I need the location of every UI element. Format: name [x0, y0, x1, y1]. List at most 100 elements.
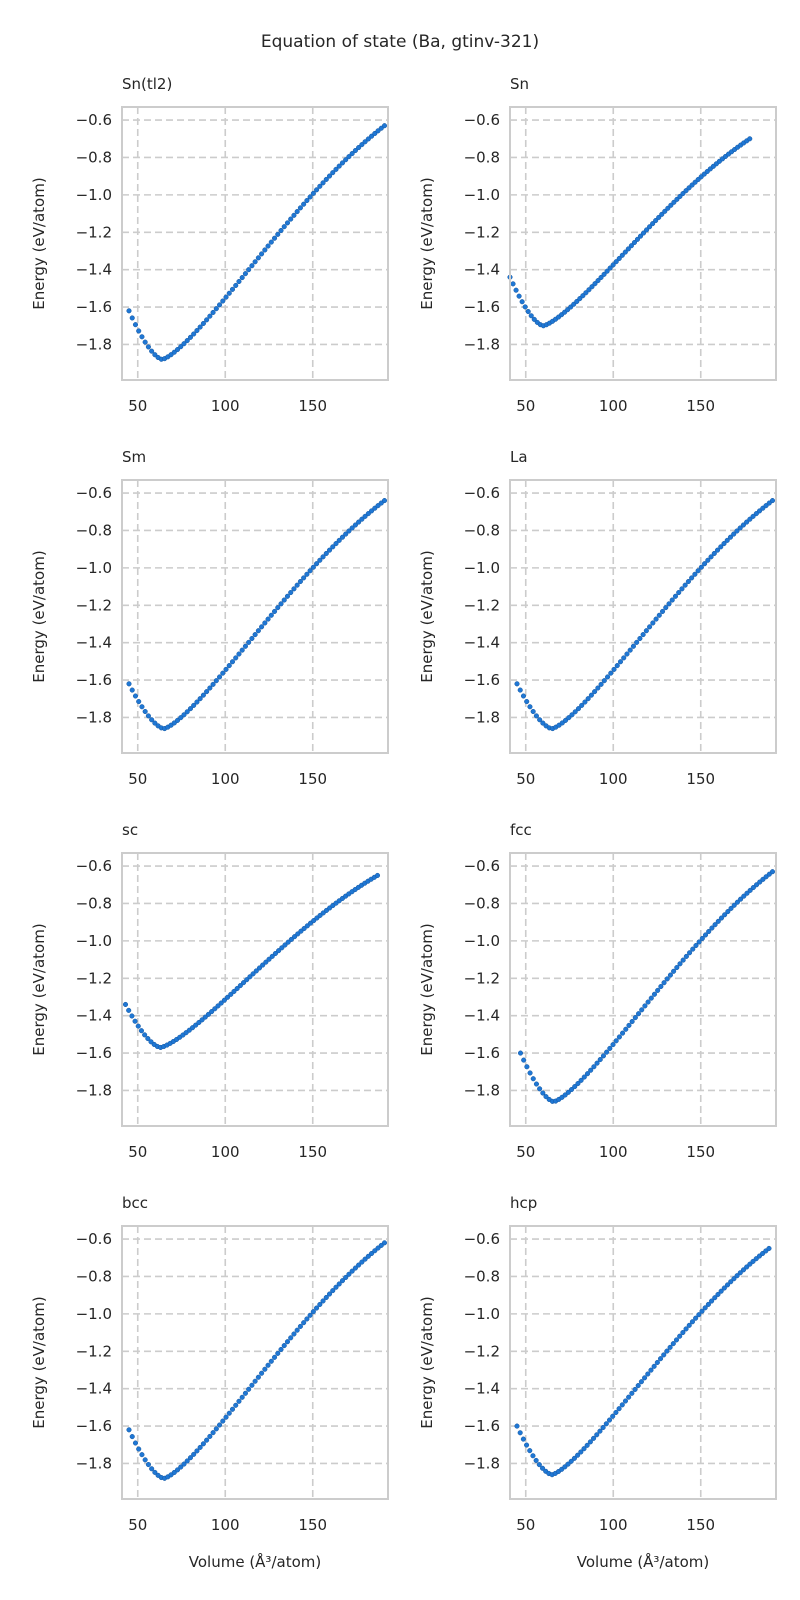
data-point: [709, 925, 715, 931]
data-point: [592, 689, 598, 695]
data-point: [142, 1032, 148, 1038]
data-point: [754, 882, 760, 888]
data-point: [680, 957, 686, 963]
data-point: [669, 597, 675, 603]
data-point: [262, 620, 268, 626]
data-point: [658, 984, 664, 990]
data-point: [223, 294, 229, 300]
y-tick-label: −0.6: [76, 857, 112, 875]
y-tick-label: −0.6: [464, 111, 500, 129]
panel-title: fcc: [510, 821, 532, 839]
data-point: [343, 531, 349, 537]
data-point: [519, 299, 525, 305]
data-point: [714, 547, 721, 553]
data-point: [330, 544, 336, 550]
data-point: [634, 236, 641, 242]
data-point: [589, 284, 595, 290]
data-point: [323, 1294, 329, 1301]
panel-title: Sn: [510, 75, 529, 93]
data-point: [285, 939, 291, 945]
data-point: [644, 227, 650, 233]
axes-frame: [121, 1225, 389, 1500]
data-point: [205, 1011, 211, 1017]
data-point: [265, 1362, 271, 1368]
data-point: [647, 224, 653, 230]
data-point: [533, 713, 539, 719]
data-point: [362, 139, 368, 145]
data-point: [722, 912, 728, 918]
data-point: [217, 1422, 223, 1428]
data-point: [194, 699, 200, 705]
data-point: [693, 942, 699, 949]
data-point: [291, 586, 297, 592]
data-point: [265, 616, 271, 622]
data-point: [132, 322, 139, 328]
data-point: [586, 287, 592, 293]
data-point: [281, 1343, 287, 1349]
data-point: [275, 1350, 281, 1356]
data-point: [677, 961, 683, 967]
data-point: [514, 1423, 520, 1429]
data-point: [715, 918, 721, 924]
data-point: [132, 693, 139, 699]
data-point: [623, 1026, 629, 1032]
data-point: [611, 666, 617, 672]
data-point: [194, 328, 200, 334]
data-point: [737, 525, 743, 531]
data-point: [670, 1341, 676, 1347]
data-point: [517, 687, 523, 693]
data-point: [533, 1457, 539, 1463]
data-point: [217, 674, 223, 680]
data-point: [278, 227, 284, 234]
data-point: [178, 1464, 184, 1470]
y-tick-label: −1.4: [76, 261, 112, 279]
data-point: [297, 578, 303, 585]
data-point: [524, 699, 530, 705]
data-point: [284, 593, 291, 599]
data-point: [750, 884, 756, 891]
panel-3: 50 100 150 −1.8 −1.6 −1.4 −1.2 −1.0 −0.8 −0.6 La En…: [418, 448, 777, 788]
data-point: [744, 890, 750, 896]
data-point: [737, 1270, 743, 1276]
y-tick-label: −0.6: [76, 1230, 112, 1248]
data-point: [744, 519, 750, 525]
data-point: [352, 1265, 358, 1271]
data-point: [565, 1089, 571, 1095]
data-point: [699, 935, 705, 941]
data-point: [246, 1386, 252, 1392]
data-point: [349, 525, 355, 531]
data-point: [284, 1339, 291, 1345]
y-tick-label: −0.6: [464, 484, 500, 502]
data-point: [594, 1060, 600, 1066]
data-point: [244, 977, 250, 983]
data-point: [310, 1309, 316, 1315]
data-point: [568, 1458, 574, 1464]
data-point: [249, 1382, 255, 1388]
data-point: [603, 1421, 609, 1427]
data-point: [664, 1348, 670, 1354]
data-point: [330, 170, 336, 176]
data-point: [699, 1308, 705, 1314]
data-point: [236, 1398, 242, 1404]
y-tick-label: −1.2: [76, 969, 112, 987]
y-axis-label: Energy (eV/atom): [418, 177, 436, 309]
x-tick-label: 150: [686, 1516, 715, 1534]
data-point: [126, 308, 132, 314]
data-point: [284, 220, 291, 226]
y-tick-label: −1.6: [76, 1044, 112, 1062]
data-point: [343, 1274, 349, 1280]
data-point: [597, 1428, 603, 1434]
data-point: [687, 950, 693, 956]
data-point: [598, 274, 604, 281]
data-point: [310, 564, 316, 570]
data-point: [744, 1264, 750, 1270]
series-points: [507, 136, 753, 329]
data-point: [634, 639, 640, 645]
data-point: [530, 708, 536, 715]
data-point: [372, 1248, 378, 1254]
data-point: [228, 991, 234, 997]
data-point: [622, 1398, 629, 1404]
data-point: [149, 717, 155, 723]
data-point: [346, 154, 352, 160]
data-point: [152, 1469, 158, 1475]
